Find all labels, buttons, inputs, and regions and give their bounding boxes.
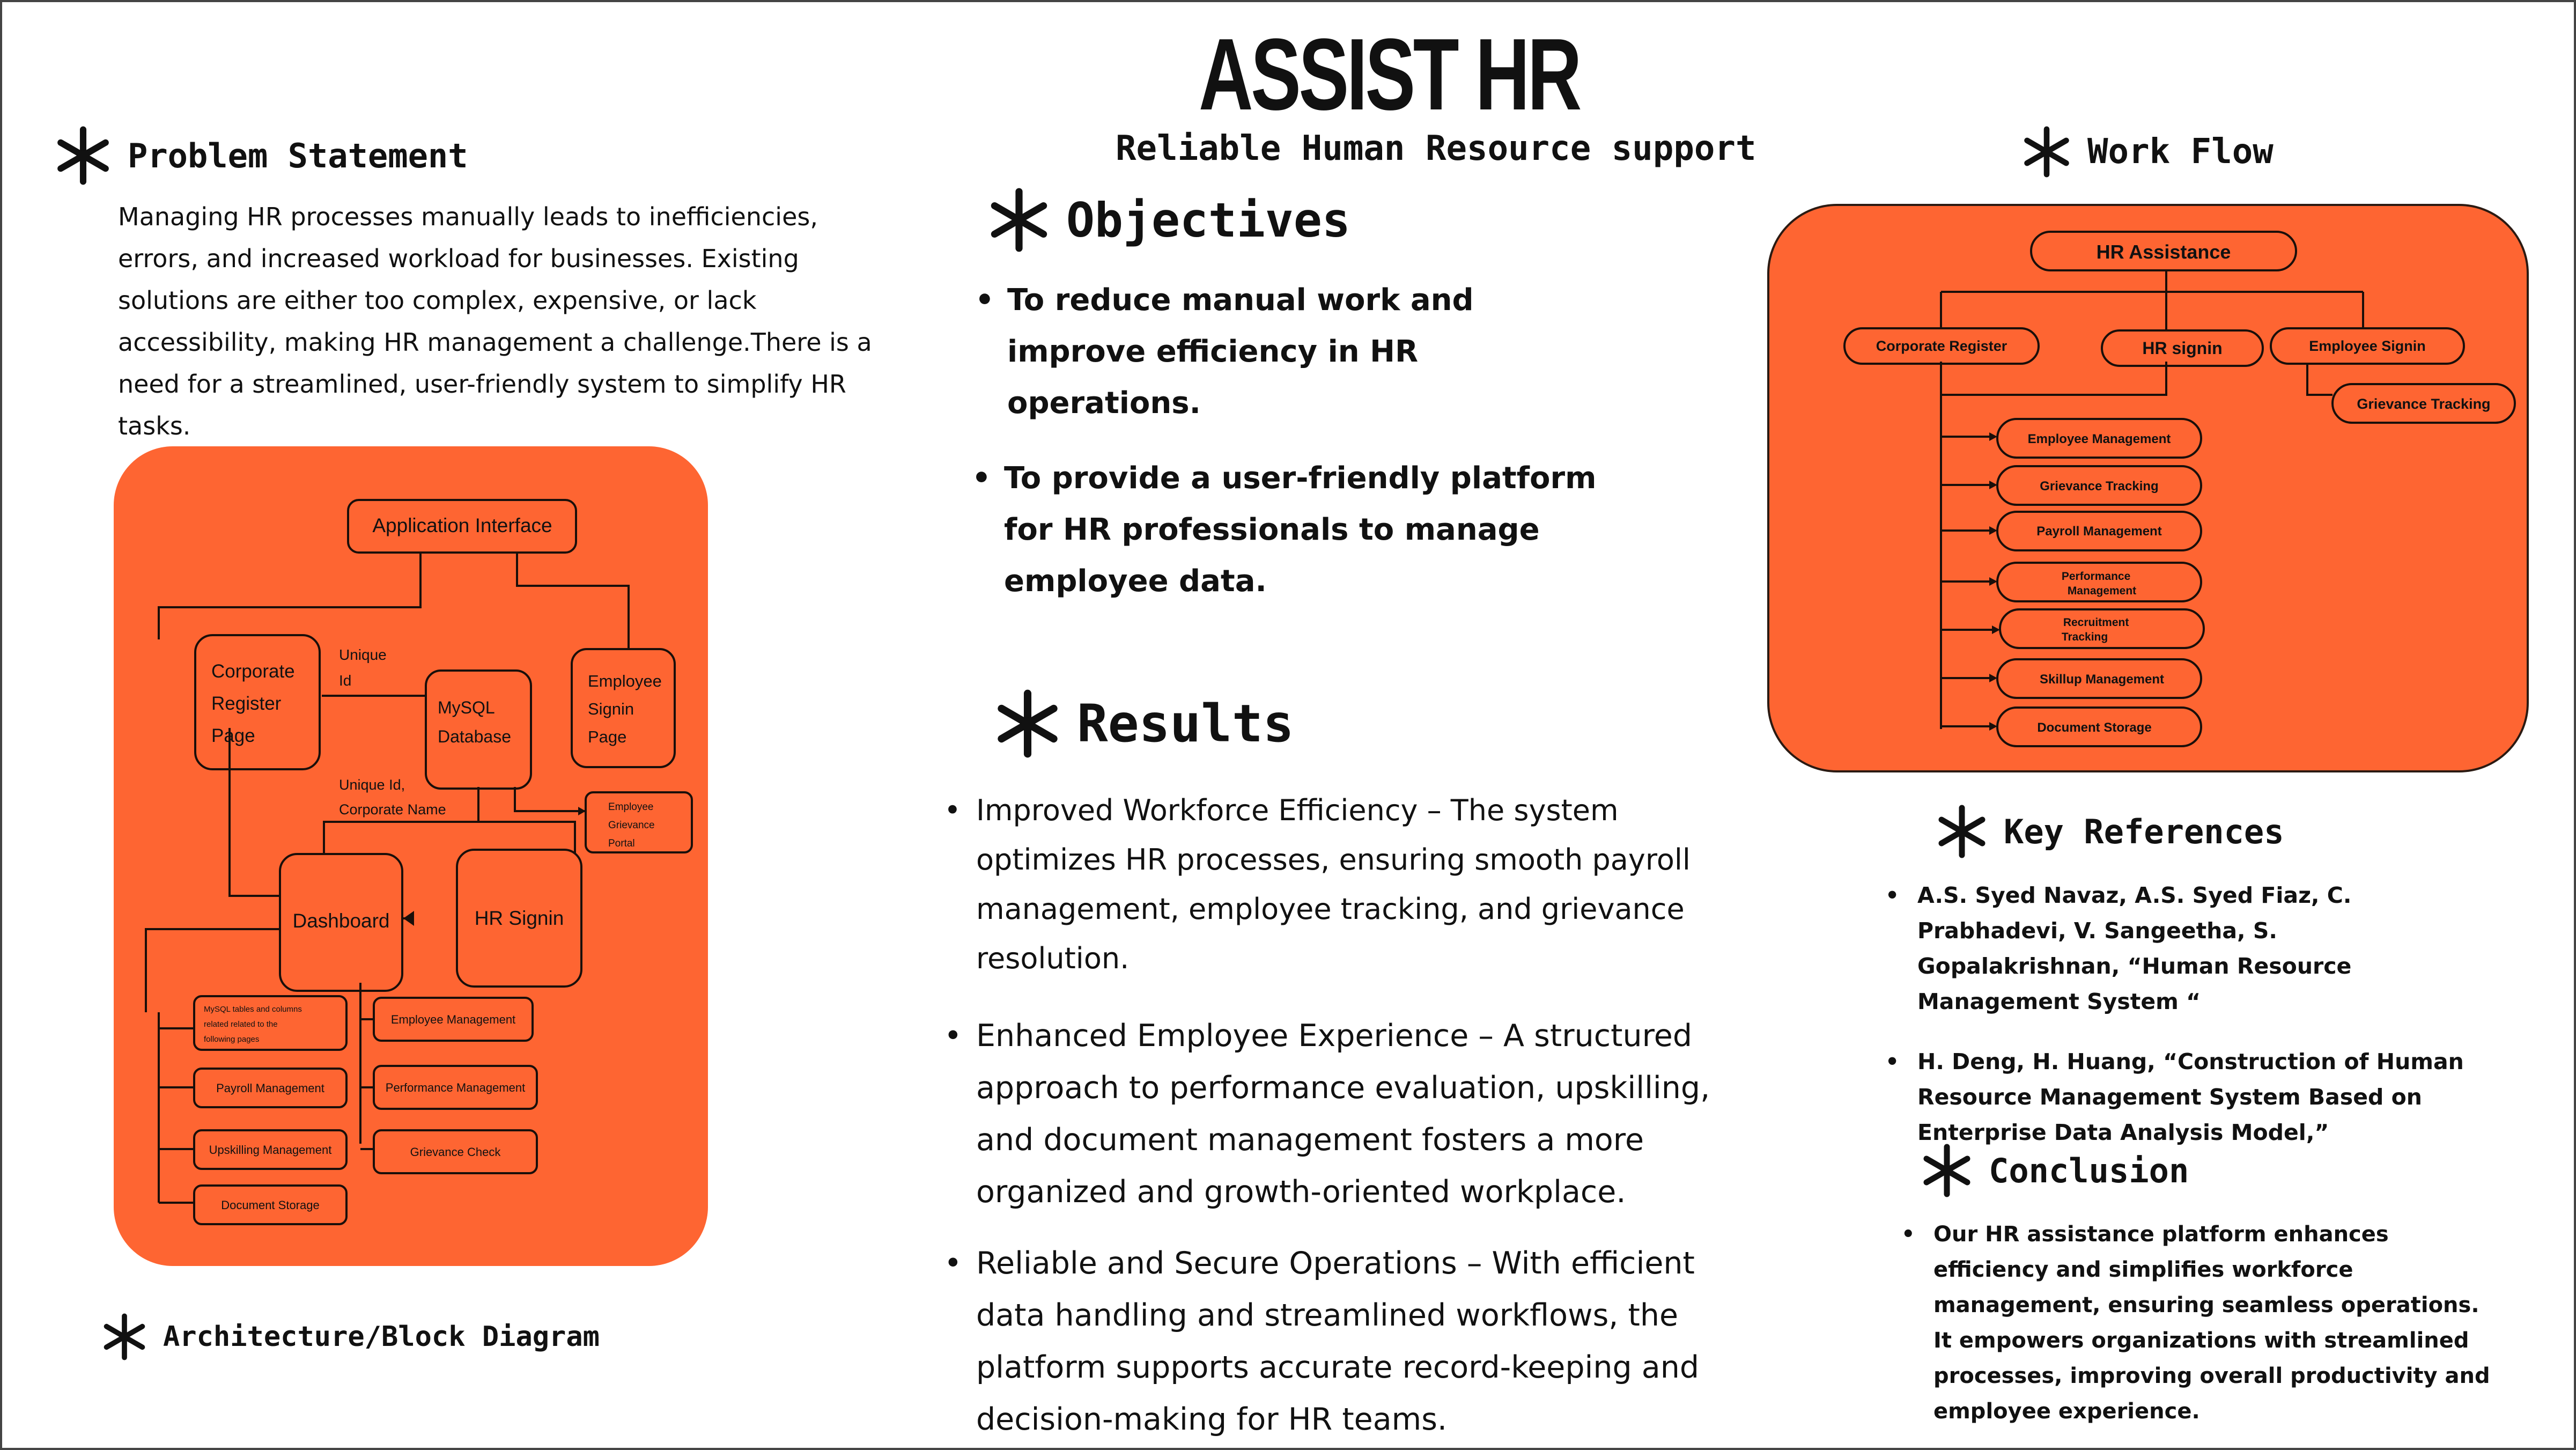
arch-app-interface: Application Interface xyxy=(372,514,552,536)
workflow-employee-grievance: Grievance Tracking xyxy=(2357,396,2490,412)
arch-left-item-3: Document Storage xyxy=(221,1198,319,1212)
conclusion-heading-text: Conclusion xyxy=(1989,1151,2189,1190)
workflow-heading: Work Flow xyxy=(2021,126,2274,178)
asterisk-icon xyxy=(1935,805,1989,858)
poster-subtitle: Reliable Human Resource support xyxy=(1116,129,1756,168)
workflow-hr-child-6: Skillup Management xyxy=(2040,672,2164,687)
arch-corporate-register: Corporate Register Page xyxy=(211,661,300,746)
workflow-hr-child-1: Employee Management xyxy=(2028,432,2171,446)
workflow-hr-child-2: Grievance Tracking xyxy=(2040,479,2158,494)
objectives-list: To reduce manual work and improve effici… xyxy=(972,275,1597,607)
result-item: Reliable and Secure Operations – With ef… xyxy=(944,1238,1727,1446)
asterisk-icon xyxy=(54,126,113,185)
arch-unique-corporate: Unique Id, Corporate Name xyxy=(339,777,446,818)
arch-dashboard: Dashboard xyxy=(292,910,389,932)
result-item: Improved Workforce Efficiency – The syst… xyxy=(944,786,1727,983)
result-item: Enhanced Employee Experience – A structu… xyxy=(944,1010,1727,1218)
arch-unique-id: Unique Id xyxy=(339,646,391,689)
workflow-hr-child-3: Payroll Management xyxy=(2036,524,2161,539)
results-heading: Results xyxy=(993,689,1294,758)
asterisk-icon xyxy=(993,689,1062,758)
arch-hr-signin: HR Signin xyxy=(475,907,564,929)
workflow-diagram: HR Assistance Corporate Register HR sign… xyxy=(1843,231,2516,747)
workflow-hr-child-5: Recruitment Tracking xyxy=(2062,616,2132,643)
objectives-heading-text: Objectives xyxy=(1066,192,1350,248)
arch-right-item-2: Performance Management xyxy=(386,1081,525,1094)
workflow-employee-signin: Employee Signin xyxy=(2309,338,2426,354)
workflow-root: HR Assistance xyxy=(2097,241,2231,263)
results-list: Improved Workforce Efficiency – The syst… xyxy=(944,786,1727,1446)
workflow-heading-text: Work Flow xyxy=(2087,132,2274,172)
asterisk-icon xyxy=(101,1313,148,1360)
arch-employee-signin: Employee Signin Page xyxy=(588,672,666,746)
asterisk-icon xyxy=(1920,1144,1974,1197)
asterisk-icon xyxy=(987,188,1051,252)
problem-heading: Problem Statement xyxy=(54,126,468,185)
arch-grievance-portal: Employee Grievance Portal xyxy=(608,801,658,849)
results-heading-text: Results xyxy=(1077,694,1294,754)
asterisk-icon xyxy=(2021,126,2072,178)
objectives-heading: Objectives xyxy=(987,188,1350,252)
arch-right-item-1: Employee Management xyxy=(391,1013,515,1026)
objective-item: To provide a user-friendly platform for … xyxy=(972,453,1597,607)
architecture-heading-text: Architecture/Block Diagram xyxy=(163,1321,600,1353)
arch-mysql-tables: MySQL tables and columns related related… xyxy=(204,1005,304,1044)
conclusion-list: Our HR assistance platform enhances effi… xyxy=(1901,1217,2497,1429)
arch-left-item-2: Upskilling Management xyxy=(209,1143,332,1157)
references-list: A.S. Syed Navaz, A.S. Syed Fiaz, C. Prab… xyxy=(1885,878,2486,1150)
arch-right-item-3: Grievance Check xyxy=(410,1145,501,1159)
conclusion-heading: Conclusion xyxy=(1920,1144,2189,1197)
architecture-heading: Architecture/Block Diagram xyxy=(101,1313,600,1360)
workflow-corporate-register: Corporate Register xyxy=(1876,338,2007,354)
architecture-diagram: Application Interface Corporate Register… xyxy=(145,499,693,1225)
arch-mysql: MySQL Database xyxy=(438,698,511,746)
references-heading: Key References xyxy=(1935,805,2284,858)
workflow-hr-child-7: Document Storage xyxy=(2037,720,2151,735)
reference-item: H. Deng, H. Huang, “Construction of Huma… xyxy=(1885,1044,2486,1150)
workflow-hr-signin: HR signin xyxy=(2142,338,2222,358)
arch-left-item-1: Payroll Management xyxy=(216,1081,324,1095)
problem-heading-text: Problem Statement xyxy=(128,136,468,175)
workflow-hr-child-4: Performance Management xyxy=(2062,570,2136,597)
reference-item: A.S. Syed Navaz, A.S. Syed Fiaz, C. Prab… xyxy=(1885,878,2486,1019)
poster-title: ASSIST HR xyxy=(1198,18,1582,131)
problem-text: Managing HR processes manually leads to … xyxy=(118,202,872,440)
references-heading-text: Key References xyxy=(2004,812,2284,851)
workflow-panel: HR Assistance Corporate Register HR sign… xyxy=(1767,204,2529,772)
conclusion-text: Our HR assistance platform enhances effi… xyxy=(1901,1217,2497,1429)
objective-item: To reduce manual work and improve effici… xyxy=(975,275,1597,429)
architecture-panel: Application Interface Corporate Register… xyxy=(114,446,708,1266)
